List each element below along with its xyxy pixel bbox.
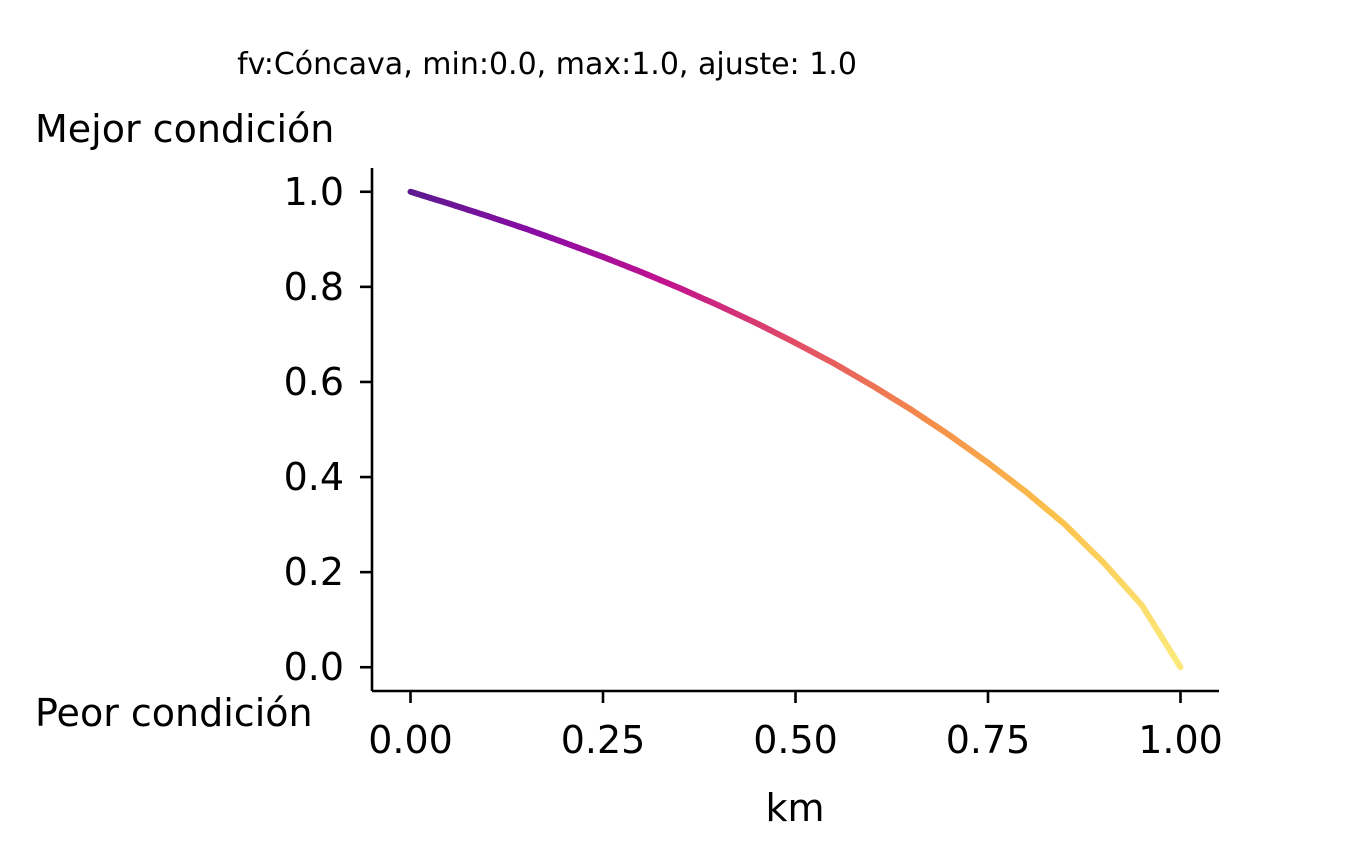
- y-tick-label: 0.6: [284, 360, 344, 404]
- y-tick-label: 0.8: [284, 265, 344, 309]
- y-tick-label: 0.2: [284, 550, 344, 594]
- line-segment: [1171, 653, 1184, 671]
- x-tick-label: 1.00: [1138, 718, 1223, 762]
- x-tick-label: 0.25: [561, 718, 646, 762]
- data-line: [407, 188, 1184, 671]
- x-axis-label: km: [765, 786, 824, 830]
- y-tick-label: 0.4: [284, 455, 344, 499]
- chart-title: fv:Cóncava, min:0.0, max:1.0, ajuste: 1.…: [237, 47, 857, 82]
- y-tick-label: 0.0: [284, 645, 344, 689]
- y-axis-ticks: 0.0 0.2 0.4 0.6 0.8 1.0: [284, 170, 372, 689]
- best-condition-label: Mejor condición: [35, 107, 334, 151]
- x-tick-label: 0.50: [753, 718, 838, 762]
- x-tick-label: 0.00: [368, 718, 453, 762]
- y-tick-label: 1.0: [284, 170, 344, 214]
- x-tick-label: 0.75: [946, 718, 1031, 762]
- worst-condition-label: Peor condición: [35, 691, 313, 735]
- x-axis-ticks: 0.00 0.25 0.50 0.75 1.00: [368, 691, 1223, 762]
